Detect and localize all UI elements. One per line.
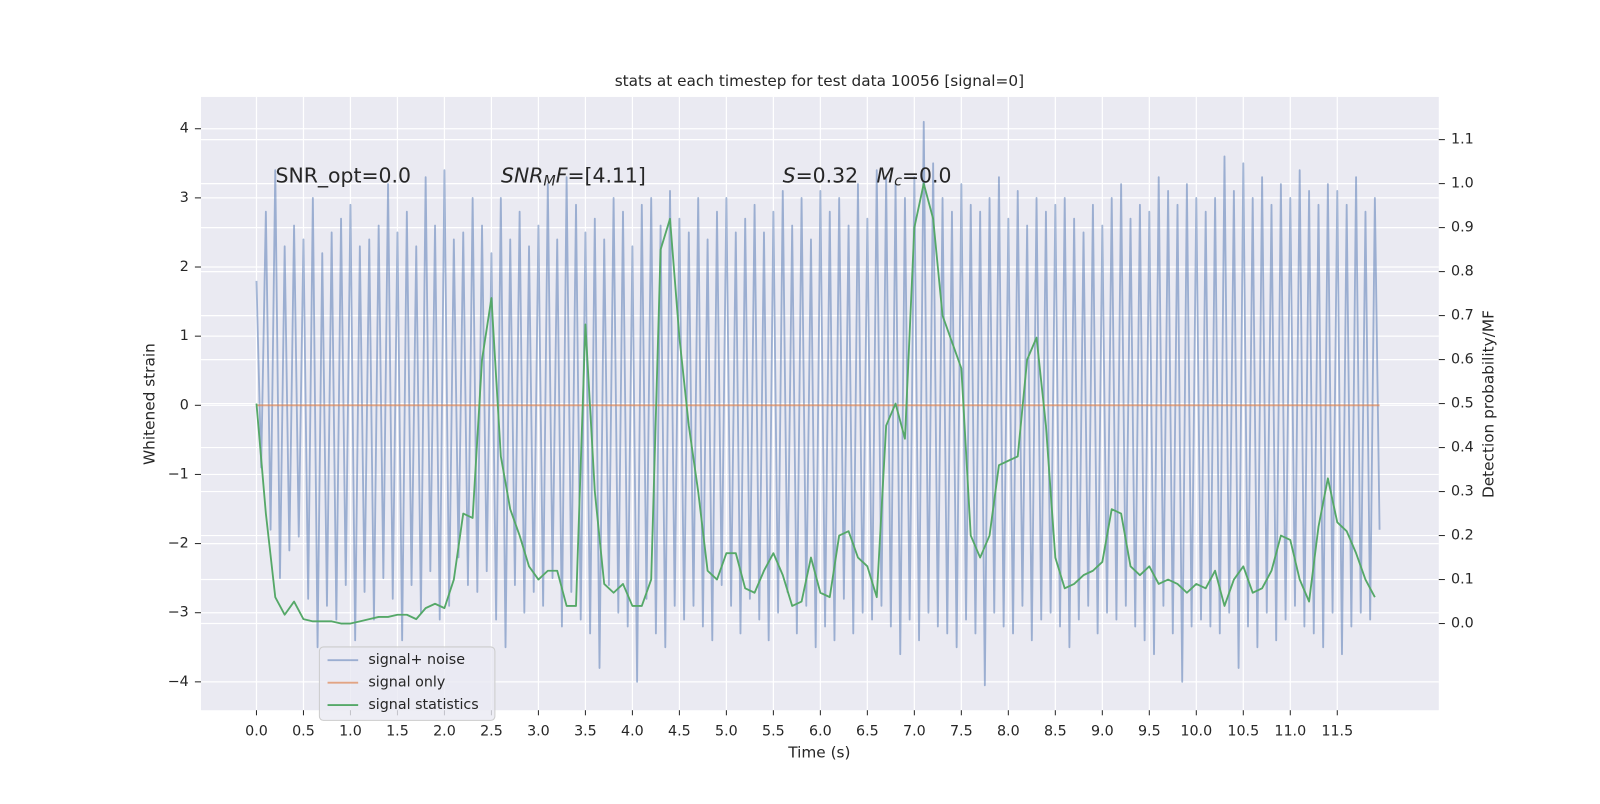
series-line [255, 120, 1381, 687]
y-tick-label: −2 [168, 536, 189, 552]
y-tick-label: −4 [168, 674, 189, 690]
legend-label: signal statistics [368, 697, 478, 713]
x-tick-label: 0.5 [292, 724, 315, 740]
y2-tick-label: 1.1 [1451, 132, 1474, 148]
annotation-part: M [877, 164, 895, 188]
y-tick-label: 4 [180, 121, 189, 137]
x-tick-label: 6.5 [856, 724, 879, 740]
y2-tick-label: 0.3 [1451, 484, 1474, 500]
y-tick-label: 3 [180, 190, 189, 206]
y2-tick-label: 0.8 [1451, 264, 1474, 280]
x-tick-label: 4.5 [668, 724, 691, 740]
annotation-part: c [894, 174, 902, 190]
y-axis-label: Whitened strain [141, 343, 159, 465]
y2-tick-label: 0.1 [1451, 572, 1474, 588]
y2-axis-label: Detection probability/MF [1479, 310, 1497, 498]
y2-tick-label: 0.6 [1451, 352, 1474, 368]
legend-label: signal+ noise [368, 652, 465, 668]
series-line [255, 182, 1376, 625]
annotation: SNR_opt=0.0 [276, 164, 412, 189]
x-tick-label: 6.0 [809, 724, 832, 740]
y2-tick-label: 1.0 [1451, 176, 1474, 192]
y-tick-label: −1 [168, 466, 189, 482]
x-tick-label: 1.0 [339, 724, 362, 740]
x-axis-label: Time (s) [787, 744, 850, 762]
x-tick-label: 5.0 [715, 724, 738, 740]
y2-tick-label: 0.9 [1451, 220, 1474, 236]
x-tick-label: 8.0 [997, 724, 1020, 740]
x-tick-label: 1.5 [386, 724, 409, 740]
x-tick-label: 11.0 [1274, 724, 1306, 740]
x-tick-label: 8.5 [1044, 724, 1067, 740]
x-tick-label: 3.5 [574, 724, 597, 740]
y-tick-label: 2 [180, 259, 189, 275]
x-tick-label: 5.5 [762, 724, 785, 740]
x-tick-label: 10.5 [1227, 724, 1259, 740]
annotation-part: F [556, 164, 568, 188]
annotation: S=0.32 [783, 164, 858, 188]
y-tick-label: 1 [180, 328, 189, 344]
y2-tick-label: 0.7 [1451, 308, 1474, 324]
x-tick-label: 10.0 [1180, 724, 1212, 740]
x-tick-label: 11.5 [1321, 724, 1353, 740]
legend-box [318, 646, 496, 721]
x-tick-label: 3.0 [527, 724, 550, 740]
annotation-part: =0.0 [902, 164, 952, 188]
annotation: Mc=0.0 [877, 164, 952, 190]
annotation-part: S [783, 164, 796, 188]
x-tick-label: 4.0 [621, 724, 644, 740]
x-tick-label: 9.5 [1138, 724, 1161, 740]
y-tick-label: −3 [168, 605, 189, 621]
x-tick-label: 2.0 [433, 724, 456, 740]
annotation-part: SNR_opt=0.0 [276, 164, 412, 189]
x-tick-label: 9.0 [1091, 724, 1114, 740]
annotation-part: SNR [501, 164, 543, 188]
annotation: SNRMF=[4.11] [501, 164, 646, 190]
x-tick-label: 2.5 [480, 724, 503, 740]
y-tick-label: 0 [180, 397, 189, 413]
annotation-part: =0.32 [796, 164, 859, 188]
x-tick-label: 7.5 [950, 724, 973, 740]
y2-tick-label: 0.5 [1451, 396, 1474, 412]
x-tick-label: 0.0 [245, 724, 268, 740]
chart-title: stats at each timestep for test data 100… [615, 72, 1024, 90]
y2-tick-label: 0.2 [1451, 528, 1474, 544]
x-tick-label: 7.0 [903, 724, 926, 740]
annotation-part: M [543, 174, 555, 190]
annotation-part: =[4.11] [567, 164, 645, 188]
y2-tick-label: 0.0 [1451, 616, 1474, 632]
legend-label: signal only [368, 675, 445, 691]
y2-tick-label: 0.4 [1451, 440, 1474, 456]
